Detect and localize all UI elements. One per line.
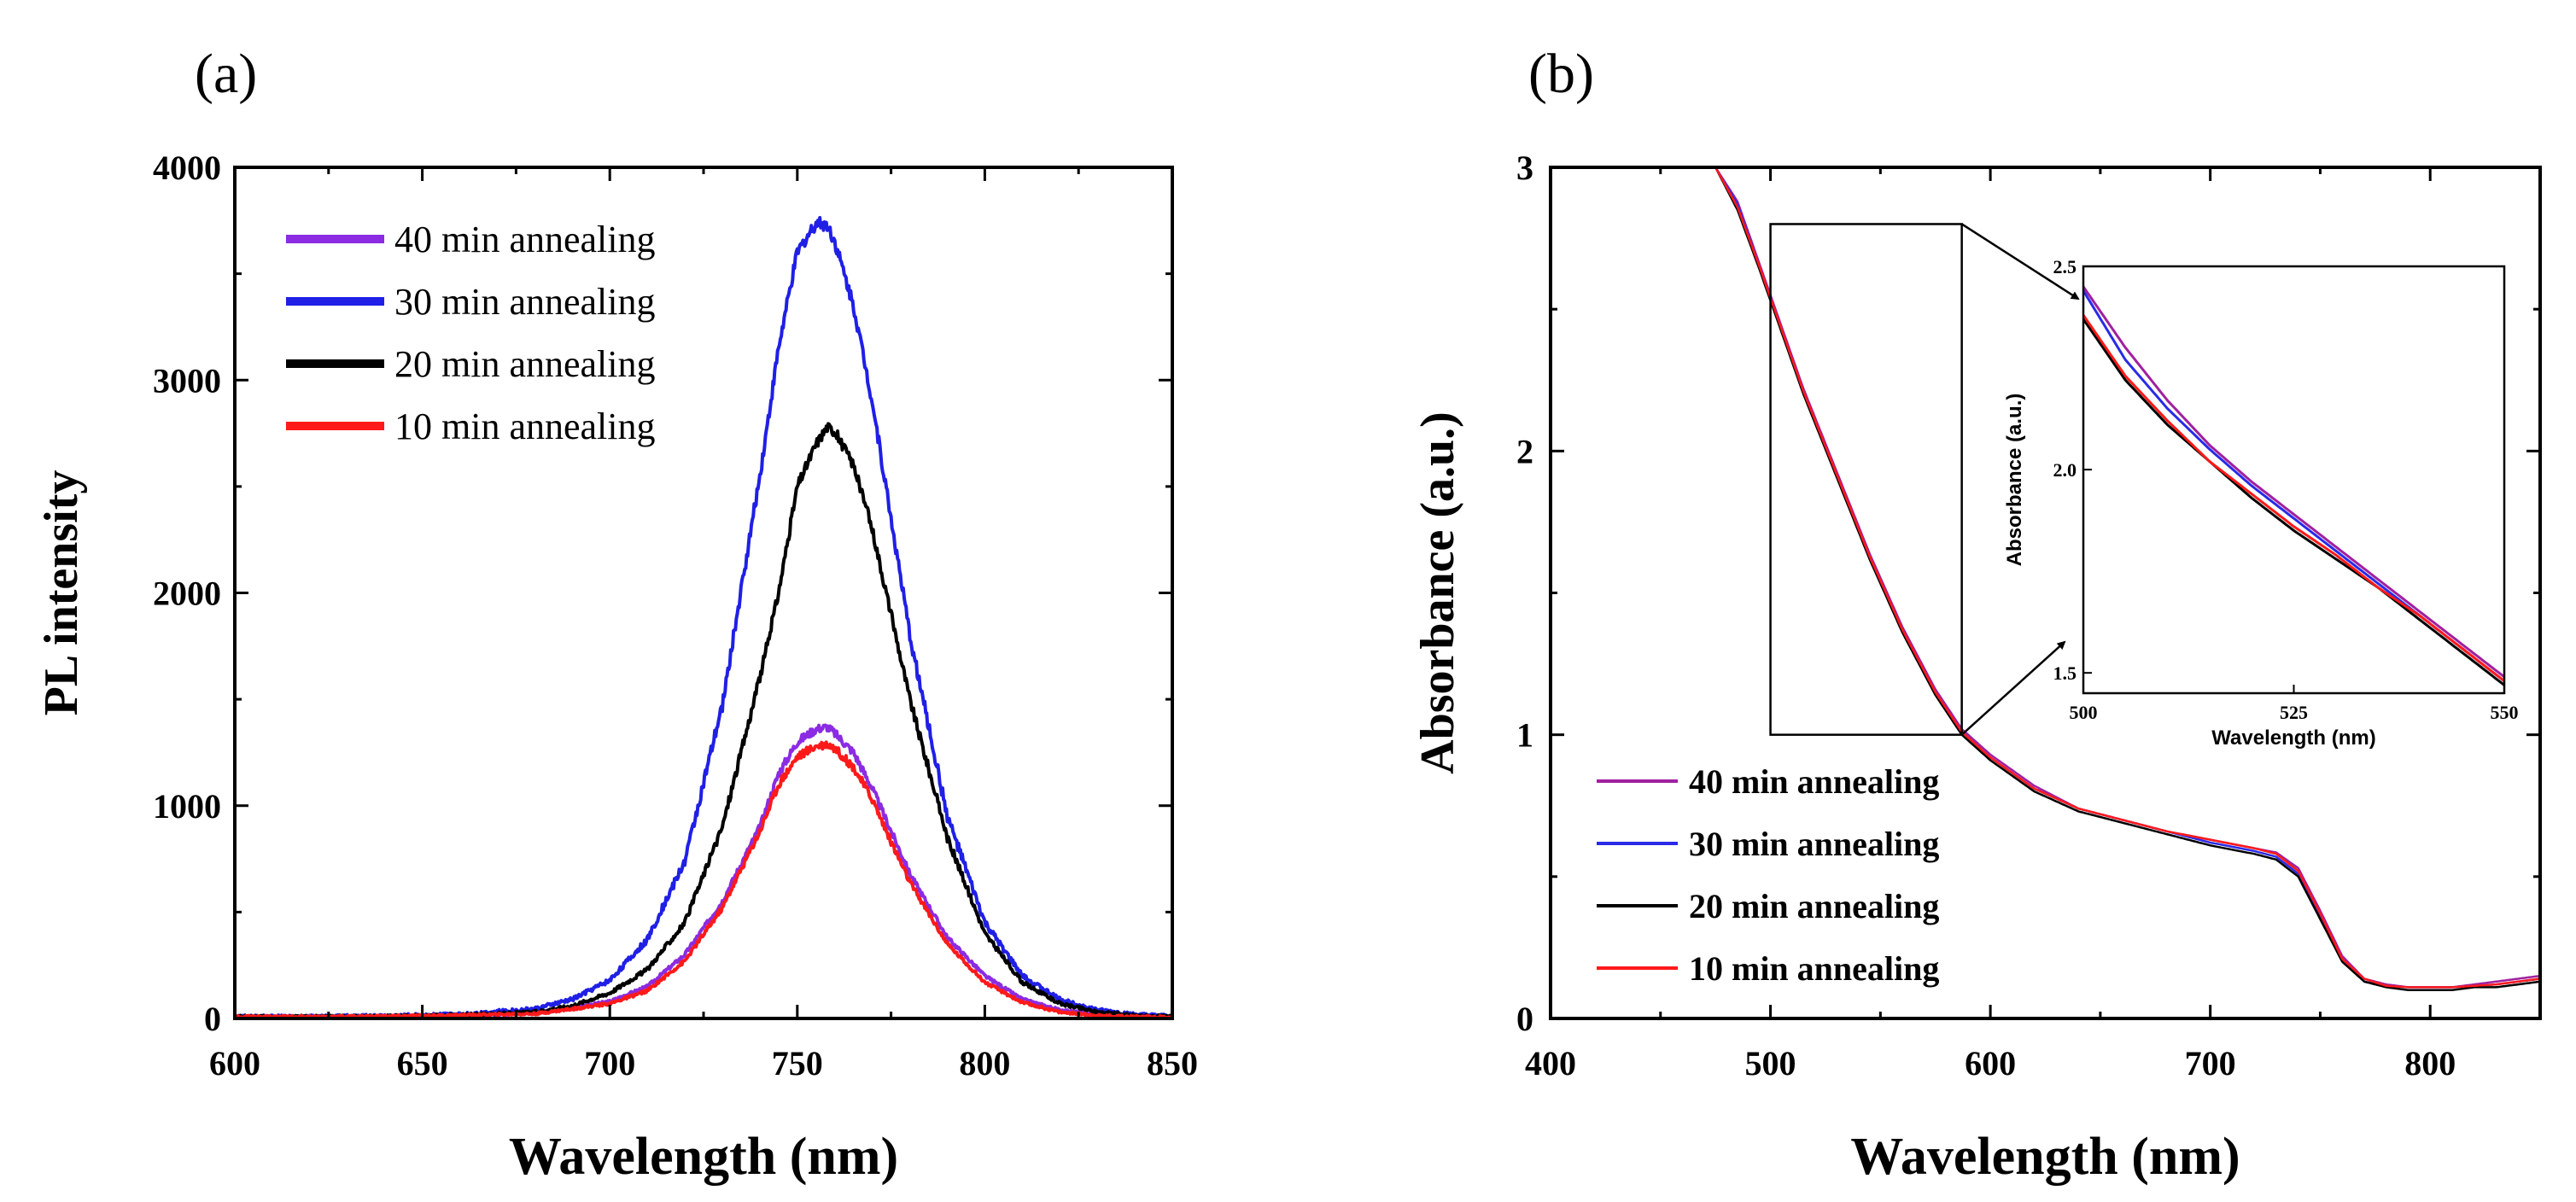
chart-b-x-tick-label: 400 [1525, 1044, 1576, 1082]
chart-a: 600 650 700 750 800 850 0 1000 2000 3000 4000 Wavel… [35, 149, 1198, 1186]
chart-a-y-tick-label: 3000 [153, 361, 221, 400]
chart-b-zoom-arrow-bottom [1960, 640, 2066, 736]
chart-b-y-tick-label: 1 [1516, 716, 1533, 755]
chart-a-x-tick-label: 600 [209, 1044, 260, 1082]
chart-b-series-line [1714, 167, 2540, 989]
chart-a-y-tick-label: 4000 [153, 149, 221, 187]
chart-b-inset-x-tick-label: 550 [2491, 702, 2519, 723]
chart-a-x-tick-label: 750 [772, 1044, 823, 1082]
chart-b-inset-x-axis-title: Wavelength (nm) [2211, 726, 2375, 750]
chart-a-legend-label: 30 min annealing [394, 281, 656, 323]
panel-b-label: (b) [1528, 43, 1594, 105]
chart-a-x-tick-label: 700 [584, 1044, 635, 1082]
chart-b-y-tick-label: 2 [1516, 432, 1533, 470]
chart-b-inset-series-line [2083, 314, 2504, 682]
chart-b-legend: 40 min annealing 30 min annealing 20 min a… [1597, 762, 1939, 988]
chart-b-y-tick-label: 0 [1516, 1000, 1533, 1038]
chart-a-x-tick-label: 800 [959, 1044, 1010, 1082]
chart-a-x-tick-label: 650 [397, 1044, 448, 1082]
chart-b-series-group [1714, 167, 2540, 992]
chart-b-y-tick-label: 3 [1516, 149, 1533, 187]
chart-a-series-line [235, 216, 1172, 1018]
chart-a-y-axis-title: PL intensity [35, 470, 88, 716]
panel-a-label: (a) [195, 43, 257, 105]
chart-a-legend-label: 10 min annealing [394, 406, 656, 447]
chart-b-inset-y-axis-title: Absorbance (a.u.) [2003, 394, 2026, 567]
chart-b: 400 500 600 700 800 0 1 2 3 Wavelength (nm) Absorb… [1411, 149, 2542, 1186]
chart-b-inset-x-tick-label: 500 [2070, 702, 2098, 723]
chart-b-x-tick-label: 800 [2404, 1044, 2456, 1082]
chart-b-inset-y-tick-label: 2.0 [2053, 459, 2077, 481]
chart-b-inset-series-group [2083, 285, 2504, 686]
chart-b-zoom-arrow-top [1960, 223, 2080, 300]
chart-a-frame [233, 166, 1174, 1020]
chart-b-x-tick-label: 700 [2185, 1044, 2236, 1082]
chart-b-x-tick-label: 600 [1965, 1044, 2016, 1082]
chart-b-inset-series-line [2083, 318, 2504, 686]
chart-a-y-tick-label: 2000 [153, 575, 221, 613]
chart-a-legend-label: 40 min annealing [394, 219, 656, 260]
chart-b-x-axis-title: Wavelength (nm) [1850, 1128, 2240, 1186]
chart-b-inset-x-tick-label: 525 [2280, 702, 2308, 723]
chart-b-inset-y-tick-label: 1.5 [2053, 662, 2077, 684]
chart-b-y-axis-title: Absorbance (a.u.) [1411, 411, 1464, 774]
chart-a-series-group [235, 216, 1172, 1018]
chart-b-x-tick-label: 500 [1745, 1044, 1796, 1082]
chart-a-series-line [235, 740, 1172, 1018]
chart-b-zoom-box [1769, 223, 1963, 736]
chart-a-y-tick-label: 0 [204, 1000, 221, 1038]
chart-b-legend-label: 30 min annealing [1689, 825, 1939, 863]
chart-a-x-axis-title: Wavelength (nm) [509, 1128, 898, 1186]
chart-b-inset-y-tick-label: 2.5 [2053, 256, 2077, 277]
chart-a-legend: 40 min annealing 30 min annealing 20 min a… [286, 219, 656, 447]
chart-b-legend-label: 40 min annealing [1689, 762, 1939, 801]
chart-a-x-tick-label: 850 [1147, 1044, 1198, 1082]
chart-b-legend-label: 20 min annealing [1689, 887, 1939, 925]
chart-a-y-tick-label: 1000 [153, 787, 221, 826]
chart-b-legend-label: 10 min annealing [1689, 949, 1939, 988]
chart-a-legend-label: 20 min annealing [394, 343, 656, 385]
chart-b-inset: 500 525 550 1.5 2.0 2.5 Wavelength (nm) Absorba… [2003, 256, 2519, 750]
chart-b-inset-series-line [2083, 285, 2504, 679]
